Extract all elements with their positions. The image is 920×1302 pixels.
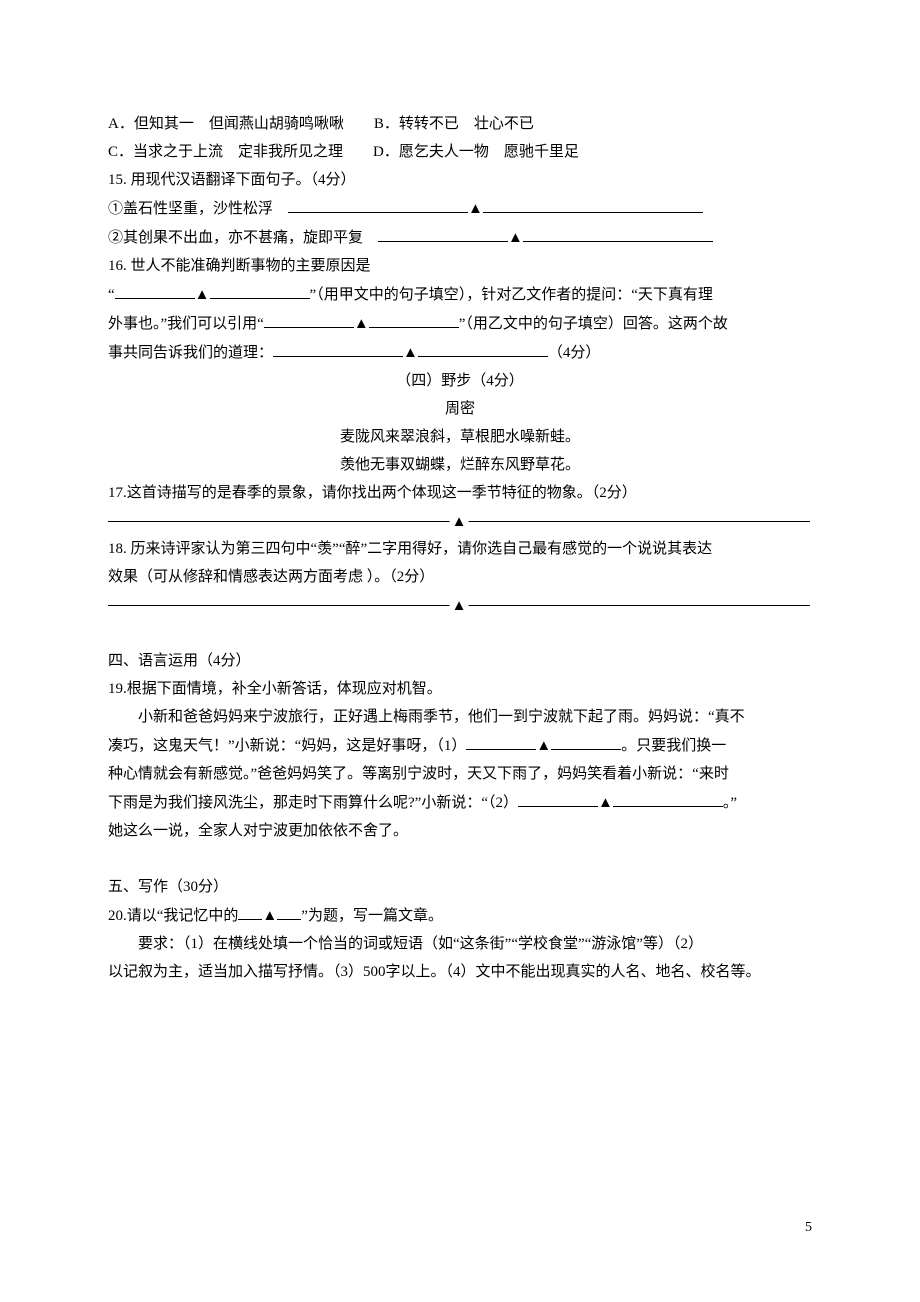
triangle-icon: ▲ bbox=[536, 737, 551, 754]
q18-line2: 效果（可从修辞和情感表达两方面考虑 ）。（2分） bbox=[108, 563, 812, 591]
blank bbox=[264, 309, 354, 328]
text: 20.请以“我记忆中的 bbox=[108, 908, 238, 924]
q19-stem: 19.根据下面情境，补全小新答话，体现应对机智。 bbox=[108, 675, 812, 703]
poem-line1: 麦陇风来翠浪斜，草根肥水噪新蛙。 bbox=[108, 423, 812, 451]
q16-line3: 事共同告诉我们的道理： ▲ （4分） bbox=[108, 338, 812, 367]
text: 下雨是为我们接风洗尘，那走时下雨算什么呢?”小新说：“（2） bbox=[108, 795, 518, 811]
answer-rule: ▲ bbox=[108, 521, 810, 522]
section4-heading: 四、语言运用（4分） bbox=[108, 647, 812, 675]
q15-sub1: ①盖石性坚重，沙性松浮 ▲ bbox=[108, 194, 812, 223]
q17-stem: 17.这首诗描写的是春季的景象，请你找出两个体现这一季节特征的物象。（2分） bbox=[108, 479, 812, 507]
triangle-icon: ▲ bbox=[468, 200, 483, 217]
blank bbox=[523, 223, 713, 242]
blank bbox=[483, 194, 703, 213]
triangle-icon: ▲ bbox=[598, 794, 613, 811]
text: 外事也。”我们可以引用“ bbox=[108, 316, 264, 332]
blank bbox=[613, 788, 723, 807]
text: 。只要我们换一 bbox=[621, 738, 726, 754]
blank bbox=[115, 280, 195, 299]
text: （4分） bbox=[548, 345, 601, 361]
q19-p3: 种心情就会有新感觉。”爸爸妈妈笑了。等离别宁波时，天又下雨了，妈妈笑看着小新说：… bbox=[108, 760, 812, 788]
text: 凑巧，这鬼天气！”小新说：“妈妈，这是好事呀，（1） bbox=[108, 738, 466, 754]
q19-p4: 下雨是为我们接风洗尘，那走时下雨算什么呢?”小新说：“（2） ▲ 。” bbox=[108, 788, 812, 817]
q15-stem: 15. 用现代汉语翻译下面句子。（4分） bbox=[108, 166, 812, 194]
q15-sub2-text: ②其创果不出血，亦不甚痛，旋即平复 bbox=[108, 230, 378, 246]
blank bbox=[518, 788, 598, 807]
blank bbox=[288, 194, 468, 213]
q18-answer-line: ▲ bbox=[108, 591, 812, 619]
spacer bbox=[108, 619, 812, 647]
text: 。” bbox=[723, 795, 737, 811]
q20-req2: 以记叙为主，适当加入描写抒情。（3）500字以上。（4）文中不能出现真实的人名、… bbox=[108, 958, 812, 986]
blank bbox=[210, 280, 310, 299]
triangle-icon: ▲ bbox=[450, 592, 469, 620]
page-number: 5 bbox=[805, 1214, 812, 1242]
answer-rule: ▲ bbox=[108, 605, 810, 606]
q16-stem: 16. 世人不能准确判断事物的主要原因是 bbox=[108, 252, 812, 280]
option-line-ab: A．但知其一 但闻燕山胡骑鸣啾啾 B．转转不已 壮心不已 bbox=[108, 110, 812, 138]
triangle-icon: ▲ bbox=[403, 344, 418, 361]
spacer bbox=[108, 845, 812, 873]
triangle-icon: ▲ bbox=[195, 286, 210, 303]
q20-stem: 20.请以“我记忆中的 ▲ ”为题，写一篇文章。 bbox=[108, 901, 812, 930]
q16-line1: “ ▲ ”（用甲文中的句子填空），针对乙文作者的提问：“天下真有理 bbox=[108, 280, 812, 309]
q19-p2: 凑巧，这鬼天气！”小新说：“妈妈，这是好事呀，（1） ▲ 。只要我们换一 bbox=[108, 731, 812, 760]
exam-page: A．但知其一 但闻燕山胡骑鸣啾啾 B．转转不已 壮心不已 C．当求之于上流 定非… bbox=[0, 0, 920, 1302]
blank bbox=[369, 309, 459, 328]
poem-line2: 羡他无事双蝴蝶，烂醉东风野草花。 bbox=[108, 451, 812, 479]
q16-line2: 外事也。”我们可以引用“ ▲ ”（用乙文中的句子填空）回答。这两个故 bbox=[108, 309, 812, 338]
q19-p1: 小新和爸爸妈妈来宁波旅行，正好遇上梅雨季节，他们一到宁波就下起了雨。妈妈说：“真… bbox=[108, 703, 812, 731]
text: ”（用乙文中的句子填空）回答。这两个故 bbox=[459, 316, 728, 332]
text: ”（用甲文中的句子填空），针对乙文作者的提问：“天下真有理 bbox=[310, 287, 713, 303]
option-line-cd: C．当求之于上流 定非我所见之理 D．愿乞夫人一物 愿驰千里足 bbox=[108, 138, 812, 166]
blank bbox=[277, 901, 301, 920]
q20-req1: 要求：（1）在横线处填一个恰当的词或短语（如“这条街”“学校食堂”“游泳馆”等）… bbox=[108, 930, 812, 958]
blank bbox=[238, 901, 262, 920]
blank bbox=[551, 731, 621, 750]
q15-sub1-text: ①盖石性坚重，沙性松浮 bbox=[108, 201, 288, 217]
section5-heading: 五、写作（30分） bbox=[108, 873, 812, 901]
blank bbox=[418, 338, 548, 357]
q17-answer-line: ▲ bbox=[108, 507, 812, 535]
blank bbox=[378, 223, 508, 242]
triangle-icon: ▲ bbox=[262, 907, 277, 924]
blank bbox=[466, 731, 536, 750]
poem-author: 周密 bbox=[108, 395, 812, 423]
blank bbox=[273, 338, 403, 357]
triangle-icon: ▲ bbox=[508, 229, 523, 246]
q15-sub2: ②其创果不出血，亦不甚痛，旋即平复 ▲ bbox=[108, 223, 812, 252]
text: “ bbox=[108, 287, 115, 303]
q18-line1: 18. 历来诗评家认为第三四句中“羡”“醉”二字用得好，请你选自己最有感觉的一个… bbox=[108, 535, 812, 563]
text: ”为题，写一篇文章。 bbox=[301, 908, 443, 924]
poem-title: （四）野步（4分） bbox=[108, 367, 812, 395]
triangle-icon: ▲ bbox=[450, 508, 469, 536]
text: 事共同告诉我们的道理： bbox=[108, 345, 273, 361]
triangle-icon: ▲ bbox=[354, 315, 369, 332]
q19-p5: 她这么一说，全家人对宁波更加依依不舍了。 bbox=[108, 817, 812, 845]
